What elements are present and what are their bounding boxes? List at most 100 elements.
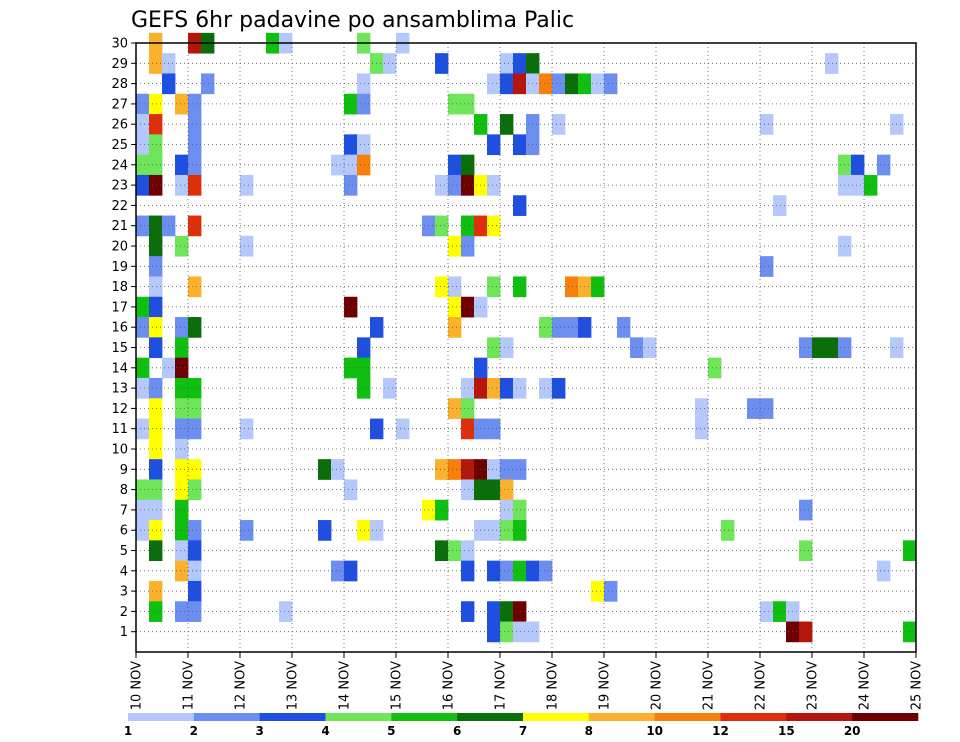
- heatmap-cell: [799, 540, 813, 562]
- heatmap-cell: [175, 154, 189, 176]
- heatmap-cell: [461, 398, 475, 419]
- heatmap-cell: [513, 73, 527, 95]
- heatmap-cell: [461, 459, 475, 480]
- y-tick-label: 5: [120, 544, 128, 559]
- heatmap-cell: [175, 418, 189, 440]
- heatmap-cell: [461, 560, 475, 582]
- colorbar-swatch: [523, 713, 590, 721]
- y-tick-label: 8: [120, 483, 128, 498]
- heatmap-cell: [344, 357, 358, 379]
- heatmap-cell: [279, 601, 293, 622]
- heatmap-cell: [760, 114, 774, 135]
- heatmap-cell: [825, 337, 839, 359]
- heatmap-cell: [500, 499, 514, 521]
- colorbar: 1 2 3 4 5 6 7 8 10 12 15 20: [124, 713, 919, 738]
- heatmap-cell: [188, 601, 202, 622]
- heatmap-cell: [149, 337, 163, 359]
- heatmap-cell: [513, 499, 527, 521]
- heatmap-cell: [487, 601, 501, 622]
- heatmap-cell: [136, 377, 150, 399]
- heatmap-cell: [591, 276, 605, 298]
- heatmap-cell: [552, 73, 566, 95]
- heatmap-cell: [149, 235, 163, 257]
- heatmap-cell: [903, 540, 917, 562]
- y-tick-label: 24: [111, 158, 128, 173]
- heatmap-cell: [864, 174, 878, 196]
- heatmap-cell: [175, 540, 189, 562]
- heatmap-cell: [513, 520, 527, 541]
- heatmap-cell: [149, 438, 163, 460]
- heatmap-cell: [461, 174, 475, 196]
- heatmap-cell: [136, 296, 150, 318]
- heatmap-cell: [487, 276, 501, 298]
- heatmap-cell: [188, 317, 202, 338]
- heatmap-cell: [500, 377, 514, 399]
- y-tick-label: 17: [111, 300, 128, 315]
- heatmap-cell: [344, 560, 358, 582]
- heatmap-cell: [461, 93, 475, 115]
- heatmap-cell: [448, 174, 462, 196]
- heatmap-cell: [565, 73, 579, 95]
- heatmap-cell: [136, 317, 150, 338]
- heatmap-cell: [500, 337, 514, 359]
- x-tick-label: 24 NOV: [858, 661, 873, 710]
- heatmap-cell: [344, 93, 358, 115]
- heatmap-cell: [344, 154, 358, 176]
- heatmap-cell: [175, 398, 189, 419]
- heatmap-cell: [136, 93, 150, 115]
- heatmap-cell: [513, 621, 527, 643]
- heatmap-cell: [149, 540, 163, 562]
- colorbar-swatch: [720, 713, 787, 721]
- colorbar-label: 12: [712, 724, 729, 738]
- x-tick-label: 21 NOV: [702, 661, 717, 710]
- heatmap-cell: [175, 317, 189, 338]
- chart-title: GEFS 6hr padavine po ansamblima Palic: [131, 8, 574, 33]
- y-tick-label: 9: [120, 463, 128, 478]
- heatmap-cell: [188, 418, 202, 440]
- heatmap-cell: [149, 418, 163, 440]
- y-tick-label: 18: [111, 280, 128, 295]
- heatmap-cell: [188, 580, 202, 602]
- heatmap-cell: [331, 459, 345, 480]
- heatmap-cell: [513, 560, 527, 582]
- heatmap-cell: [500, 479, 514, 501]
- heatmap-cell: [188, 134, 202, 156]
- colorbar-label: 8: [585, 724, 593, 738]
- heatmap-cell: [487, 73, 501, 95]
- heatmap-cell: [760, 601, 774, 622]
- heatmap-cell: [773, 195, 787, 216]
- y-tick-label: 29: [111, 57, 128, 72]
- heatmap-cell: [175, 93, 189, 115]
- y-tick-label: 14: [111, 361, 128, 376]
- heatmap-cell: [344, 296, 358, 318]
- heatmap-cell: [435, 276, 449, 298]
- colorbar-swatch: [786, 713, 853, 721]
- heatmap-cell: [877, 154, 891, 176]
- heatmap-cell: [240, 174, 254, 196]
- x-tick-label: 22 NOV: [754, 661, 769, 710]
- x-tick-label: 20 NOV: [650, 661, 665, 710]
- heatmap-cell: [721, 520, 735, 541]
- heatmap-cell: [149, 174, 163, 196]
- heatmap-cell: [513, 195, 527, 216]
- y-tick-label: 3: [120, 585, 128, 600]
- heatmap-cell: [136, 499, 150, 521]
- heatmap-cell: [487, 520, 501, 541]
- heatmap-cell: [539, 73, 553, 95]
- heatmap-cell: [500, 459, 514, 480]
- heatmap-cell: [149, 256, 163, 277]
- heatmap-cell: [357, 134, 371, 156]
- colorbar-label: 5: [387, 724, 395, 738]
- y-tick-label: 27: [111, 97, 128, 112]
- y-tick-label: 15: [111, 341, 128, 356]
- heatmap-cell: [435, 459, 449, 480]
- heatmap-cell: [357, 377, 371, 399]
- heatmap-cell: [448, 93, 462, 115]
- heatmap-cell: [487, 418, 501, 440]
- heatmap-cell: [344, 479, 358, 501]
- heatmap-cell: [448, 296, 462, 318]
- heatmap-cell: [500, 114, 514, 135]
- heatmap-cell: [513, 53, 527, 74]
- heatmap-cell: [513, 601, 527, 622]
- heatmap-cell: [188, 276, 202, 298]
